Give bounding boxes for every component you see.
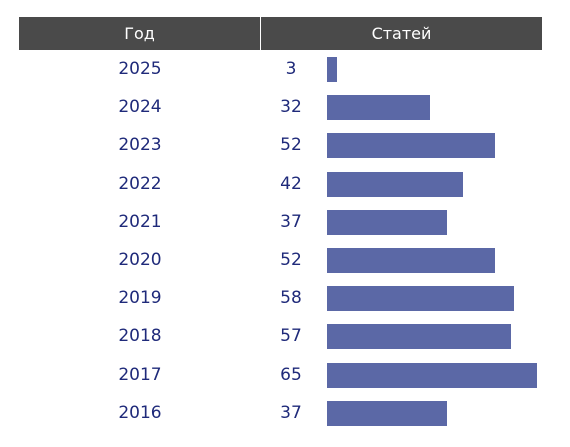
table-row: 2024 32	[19, 88, 542, 126]
year-label: 2022	[118, 173, 162, 194]
article-count-label: 52	[280, 250, 302, 271]
count-bar	[327, 171, 463, 197]
table-row: 2016 37	[19, 394, 542, 432]
table-row: 2020 52	[19, 241, 542, 279]
table-row: 2018 57	[19, 317, 542, 355]
year-label: 2024	[118, 97, 162, 118]
articles-column-header: Статей	[371, 24, 432, 43]
year-label: 2017	[118, 364, 162, 385]
year-label: 2023	[118, 135, 162, 156]
year-label: 2018	[118, 326, 162, 347]
table-row: 2023 52	[19, 126, 542, 164]
publications-by-year-table: Год Статей 2025 3 2024 32 2023 52 2022 42 2021 37…	[19, 17, 542, 432]
table-row: 2019 58	[19, 279, 542, 317]
year-column-header: Год	[19, 17, 261, 50]
year-label: 2020	[118, 250, 162, 271]
count-bar	[327, 362, 537, 388]
article-count-label: 58	[280, 288, 302, 309]
article-count-label: 3	[285, 59, 297, 80]
article-count-label: 37	[280, 211, 302, 232]
article-count-label: 57	[280, 326, 302, 347]
table-rows: 2025 3 2024 32 2023 52 2022 42 2021 37 2020 52 2019 5…	[19, 50, 542, 432]
count-bar	[327, 57, 337, 82]
article-count-label: 52	[280, 135, 302, 156]
year-label: 2019	[118, 288, 162, 309]
article-count-label: 37	[280, 402, 302, 423]
year-label: 2025	[118, 59, 162, 80]
count-bar	[327, 324, 511, 350]
table-row: 2021 37	[19, 203, 542, 241]
article-count-label: 42	[280, 173, 302, 194]
count-bar	[327, 209, 447, 235]
count-bar	[327, 247, 495, 273]
count-bar	[327, 95, 430, 121]
count-bar	[327, 133, 495, 159]
year-label: 2016	[118, 402, 162, 423]
table-row: 2017 65	[19, 356, 542, 394]
table-row: 2025 3	[19, 50, 542, 88]
table-header: Год Статей	[19, 17, 542, 50]
article-count-label: 32	[280, 97, 302, 118]
article-count-label: 65	[280, 364, 302, 385]
count-bar	[327, 400, 447, 426]
year-label: 2021	[118, 211, 162, 232]
count-bar	[327, 286, 514, 312]
table-row: 2022 42	[19, 165, 542, 203]
